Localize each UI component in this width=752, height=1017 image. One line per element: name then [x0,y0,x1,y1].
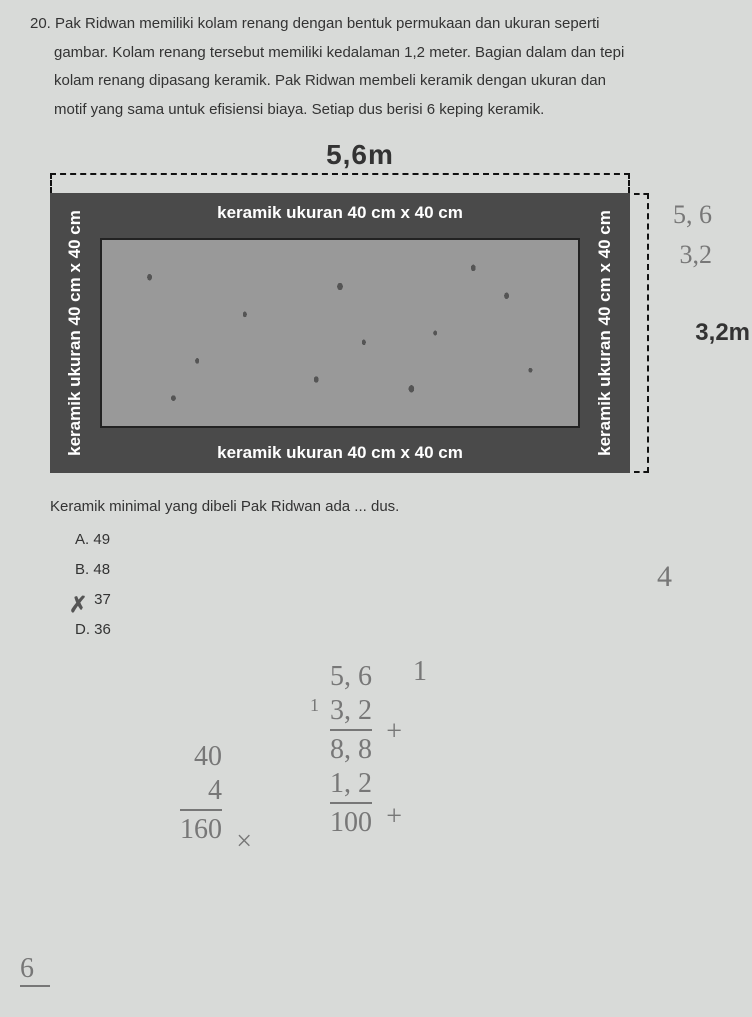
handwriting-calculation: 40 4 160 × [180,740,222,847]
problem-line4: motif yang sama untuk efisiensi biaya. S… [54,96,544,125]
hw-divider [180,809,222,811]
hw-divider [330,729,372,731]
option-b: B. 48 [75,555,722,585]
problem-line1: Pak Ridwan memiliki kolam renang dengan … [55,15,599,32]
option-d: D. 36 [75,615,722,645]
hw-divider [20,985,50,987]
handwriting-note: 5, 6 [673,200,712,230]
pool-diagram: 5,6m keramik ukuran 40 cm x 40 cm kerami… [50,139,670,473]
option-c: ✗ C. 37 [75,585,722,615]
hw-plus-icon: + [386,800,402,834]
hw-line: 4 [180,774,222,808]
problem-line2: gambar. Kolam renang tersebut memiliki k… [54,39,624,68]
hw-line: 3, 2 [330,694,372,728]
question-prompt: Keramik minimal yang dibeli Pak Ridwan a… [50,498,722,515]
option-b-value: 48 [93,561,110,578]
option-d-value: 36 [94,621,111,638]
tile-label-left: keramik ukuran 40 cm x 40 cm [65,203,85,463]
hw-one: 1 [310,695,319,717]
hw-line: 8, 8 [330,733,372,767]
hw-num: 6 [20,953,34,984]
height-dimension-label: 3,2m [695,319,750,347]
answer-options: A. 49 B. 48 ✗ C. 37 D. 36 [75,525,722,645]
hw-line: 100 [330,806,372,840]
hw-line: 160 [180,813,222,847]
hw-bar: 1 [413,655,427,689]
hw-plus-icon: + [386,715,402,749]
option-a-letter: A. [75,531,89,548]
handwriting-note: 4 [657,560,672,594]
handwriting-calculation: 5, 6 3, 2 8, 8 1, 2 100 + + 1 1 [330,660,372,840]
problem-text: 20. Pak Ridwan memiliki kolam renang den… [30,10,722,124]
pool-border: keramik ukuran 40 cm x 40 cm keramik uku… [50,193,630,473]
width-dimension-label: 5,6m [50,139,670,171]
tile-label-top: keramik ukuran 40 cm x 40 cm [217,203,463,223]
option-a: A. 49 [75,525,722,555]
option-b-letter: B. [75,561,89,578]
hw-line: 40 [180,740,222,774]
tile-label-right: keramik ukuran 40 cm x 40 cm [595,203,615,463]
height-dimension-line [634,193,649,473]
tile-label-bottom: keramik ukuran 40 cm x 40 cm [217,443,463,463]
width-dimension-line [50,173,630,193]
question-number: 20. [30,15,51,32]
hw-line: 1, 2 [330,767,372,801]
handwriting-note: 6 [20,953,50,987]
option-a-value: 49 [93,531,110,548]
hw-line: 5, 6 [330,660,372,694]
option-d-letter: D. [75,621,90,638]
problem-line3: kolam renang dipasang keramik. Pak Ridwa… [54,67,606,96]
hw-divider [330,802,372,804]
handwriting-note: 3,2 [680,240,713,270]
option-c-value: 37 [94,591,111,608]
pool-water [100,238,580,428]
hw-times-icon: × [236,825,252,859]
